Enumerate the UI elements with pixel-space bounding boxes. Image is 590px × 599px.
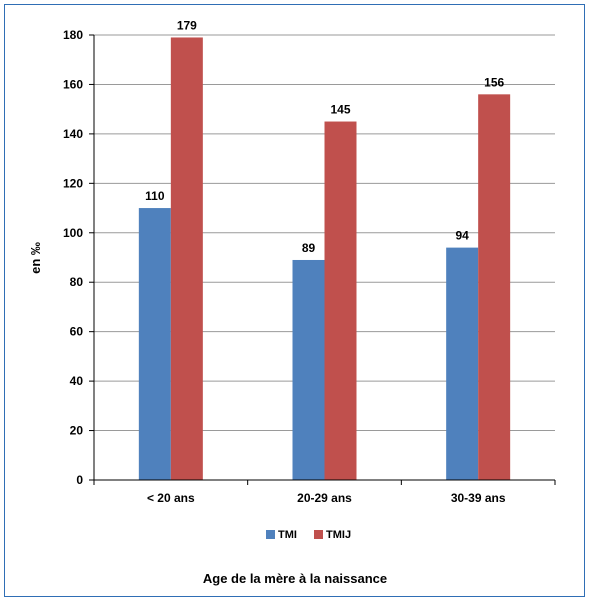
y-tick-label: 40 <box>70 374 84 388</box>
legend-label-tmij: TMIJ <box>326 529 351 541</box>
data-label: 89 <box>302 241 316 255</box>
y-tick-label: 120 <box>63 176 83 190</box>
data-labels: 110 179 89 145 94 156 <box>145 18 504 255</box>
y-axis-title: en ‰ <box>28 242 43 274</box>
y-tick-label: 160 <box>63 77 83 91</box>
bar-tmi-1 <box>138 208 171 481</box>
y-tick-label: 0 <box>76 473 83 487</box>
bar-tmij-3 <box>478 94 511 480</box>
legend: TMI TMIJ <box>266 529 351 541</box>
x-tick-label: 20-29 ans <box>297 491 352 505</box>
y-tick-label: 60 <box>70 325 84 339</box>
y-tick-label: 100 <box>63 226 83 240</box>
bar-tmij-2 <box>324 121 357 481</box>
data-label: 145 <box>330 103 350 117</box>
legend-swatch-tmi <box>266 530 275 539</box>
y-tick-label: 180 <box>63 28 83 42</box>
data-label: 110 <box>145 189 165 203</box>
y-tick-label: 80 <box>70 275 84 289</box>
bar-tmi-2 <box>292 259 325 480</box>
bar-series <box>138 37 511 481</box>
data-label: 179 <box>177 18 197 32</box>
data-label: 156 <box>484 75 504 89</box>
y-tick-label: 140 <box>63 127 83 141</box>
data-label: 94 <box>455 229 469 243</box>
y-axis-ticks: 0 20 40 60 80 100 120 140 160 180 <box>63 28 94 487</box>
x-tick-label: < 20 ans <box>147 491 195 505</box>
bar-tmi-3 <box>446 247 479 480</box>
legend-label-tmi: TMI <box>278 529 297 541</box>
legend-swatch-tmij <box>314 530 323 539</box>
x-axis-title: Age de la mère à la naissance <box>203 571 387 586</box>
bar-tmij-1 <box>170 37 203 480</box>
x-axis-ticks: < 20 ans 20-29 ans 30-39 ans <box>93 480 556 505</box>
y-tick-label: 20 <box>70 424 84 438</box>
x-tick-label: 30-39 ans <box>451 491 506 505</box>
